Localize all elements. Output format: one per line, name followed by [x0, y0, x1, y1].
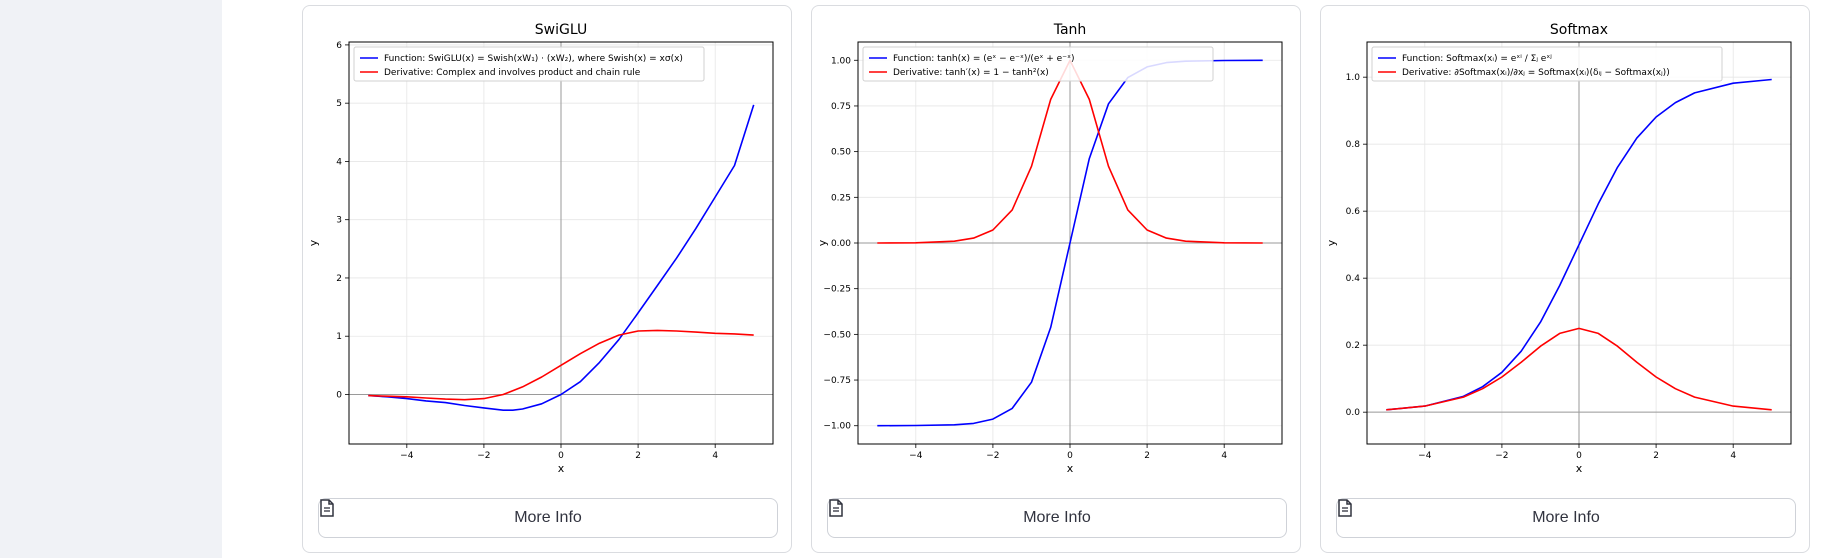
y-tick-label: 0.00 [831, 239, 851, 249]
y-tick-label: 5 [336, 99, 342, 109]
series-line [1386, 327, 1772, 411]
x-tick-label: −2 [986, 451, 999, 461]
more-info-button[interactable]: More Info [827, 498, 1287, 538]
x-tick-label: 2 [1144, 451, 1150, 461]
y-tick-label: 0.8 [1346, 140, 1361, 150]
series-line [368, 329, 754, 401]
series-line [368, 104, 755, 412]
document-icon [1338, 499, 1352, 517]
legend-label: Derivative: ∂Softmax(xᵢ)/∂xⱼ = Softmax(x… [1402, 68, 1670, 78]
activation-card-tanh: Tanh −4 −2 0 2 4 −1.00 −0.75 −0.50 −0.25 0.00 0.25 0… [811, 5, 1301, 553]
x-tick-label: −4 [909, 451, 923, 461]
y-tick-label: 0.4 [1346, 274, 1361, 284]
x-tick-label: 2 [635, 451, 641, 461]
chart-tanh: Tanh −4 −2 0 2 4 −1.00 −0.75 −0.50 −0.25 0.00 0.25 0… [816, 22, 1283, 475]
more-info-label: More Info [1023, 509, 1091, 526]
x-tick-label: −2 [477, 451, 490, 461]
y-tick-label: 2 [336, 274, 342, 284]
y-tick-label: 0.6 [1346, 207, 1361, 217]
y-tick-label: 4 [336, 157, 342, 167]
y-tick-label: 3 [336, 216, 342, 226]
x-tick-label: 0 [558, 451, 564, 461]
y-tick-label: 0.25 [831, 193, 851, 203]
legend-label: Function: Softmax(xᵢ) = eˣⁱ / Σⱼ eˣʲ [1402, 54, 1552, 64]
y-tick-label: 0.0 [1346, 408, 1361, 418]
y-tick-label: 1.0 [1346, 73, 1361, 83]
y-axis-label: y [307, 239, 320, 246]
legend: Function: Softmax(xᵢ) = eˣⁱ / Σⱼ eˣʲ Deri… [1371, 46, 1723, 82]
document-icon [829, 499, 843, 517]
x-tick-label: 0 [1067, 451, 1073, 461]
legend: Function: SwiGLU(x) = Swish(xW₁) · (xW₂)… [353, 46, 705, 82]
y-axis-label: y [816, 239, 829, 246]
activation-card-swiglu: SwiGLU −4 −2 0 2 4 0 1 2 3 4 5 6 x y Function: SwiGLU(x… [302, 5, 792, 553]
series-line [1386, 78, 1772, 411]
chart-softmax: Softmax −4 −2 0 2 4 0.0 0.2 0.4 0.6 0.8 1.0 x y Functi… [1325, 22, 1792, 475]
y-tick-label: 0.50 [831, 148, 851, 158]
activation-card-softmax: Softmax −4 −2 0 2 4 0.0 0.2 0.4 0.6 0.8 1.0 x y Functi… [1320, 5, 1810, 553]
y-tick-label: −0.75 [823, 376, 851, 386]
x-axis-label: x [558, 462, 565, 475]
y-tick-label: −0.25 [823, 285, 851, 295]
x-axis-label: x [1067, 462, 1074, 475]
x-tick-label: 4 [712, 451, 718, 461]
x-tick-label: 4 [1730, 451, 1736, 461]
sidebar [0, 0, 222, 558]
more-info-label: More Info [1532, 509, 1600, 526]
legend-label: Function: tanh(x) = (eˣ − e⁻ˣ)/(eˣ + e⁻ˣ… [893, 54, 1074, 64]
y-tick-label: −1.00 [823, 422, 851, 432]
y-axis-label: y [1325, 239, 1338, 246]
x-tick-label: −4 [1418, 451, 1432, 461]
y-tick-label: 1.00 [831, 56, 851, 66]
legend-box [1371, 46, 1723, 82]
chart-title: SwiGLU [535, 22, 587, 38]
x-tick-label: −4 [400, 451, 414, 461]
legend-box [353, 46, 705, 82]
more-info-button[interactable]: More Info [318, 498, 778, 538]
x-tick-label: 2 [1653, 451, 1659, 461]
legend-label: Derivative: tanh′(x) = 1 − tanh²(x) [893, 68, 1049, 78]
x-tick-label: 0 [1576, 451, 1582, 461]
chart-title: Softmax [1550, 22, 1608, 38]
y-tick-label: 0.75 [831, 102, 851, 112]
document-icon [320, 499, 334, 517]
legend-label: Function: SwiGLU(x) = Swish(xW₁) · (xW₂)… [384, 54, 683, 64]
more-info-button[interactable]: More Info [1336, 498, 1796, 538]
chart-swiglu: SwiGLU −4 −2 0 2 4 0 1 2 3 4 5 6 x y Function: SwiGLU(x… [307, 22, 774, 475]
x-axis-label: x [1576, 462, 1583, 475]
legend: Function: tanh(x) = (eˣ − e⁻ˣ)/(eˣ + e⁻ˣ… [862, 46, 1214, 82]
y-tick-label: 0 [336, 390, 342, 400]
y-tick-label: 0.2 [1346, 341, 1360, 351]
legend-box [862, 46, 1214, 82]
x-tick-label: 4 [1221, 451, 1227, 461]
more-info-label: More Info [514, 509, 582, 526]
legend-label: Derivative: Complex and involves product… [384, 68, 641, 78]
y-tick-label: 6 [336, 41, 342, 51]
chart-title: Tanh [1053, 22, 1087, 38]
x-tick-label: −2 [1495, 451, 1508, 461]
y-tick-label: −0.50 [823, 330, 851, 340]
y-tick-label: 1 [336, 332, 342, 342]
